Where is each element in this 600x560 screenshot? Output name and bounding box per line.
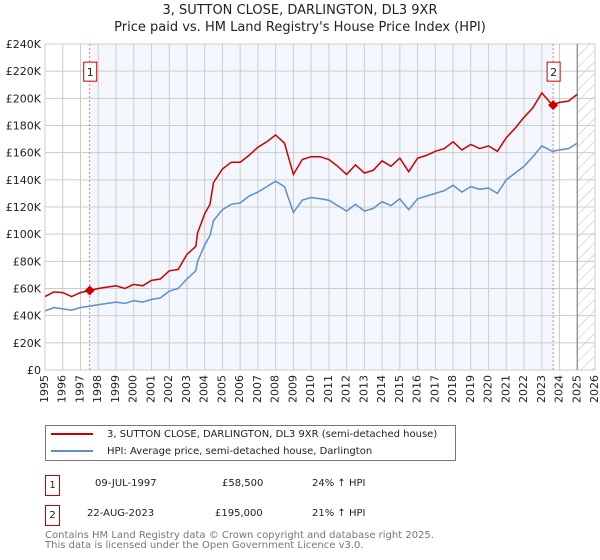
- x-tick-label: 1999: [109, 375, 122, 403]
- sale-number-badge: 2: [45, 505, 60, 526]
- x-tick-label: 2019: [464, 375, 477, 403]
- legend-item-property: 3, SUTTON CLOSE, DARLINGTON, DL3 9XR (se…: [46, 426, 437, 442]
- sale-row: 2 22-AUG-2023 £195,000 21% ↑ HPI: [45, 505, 495, 526]
- y-tick-label: £20K: [13, 337, 42, 350]
- y-tick-label: £40K: [13, 310, 42, 323]
- x-tick-label: 2005: [215, 375, 228, 403]
- x-tick-label: 2018: [446, 375, 459, 403]
- x-tick-label: 2026: [588, 375, 600, 403]
- x-tick-label: 2023: [535, 375, 548, 403]
- y-tick-label: £200K: [6, 92, 42, 105]
- x-tick-label: 2001: [144, 375, 157, 403]
- sale-number-badge: 1: [45, 475, 60, 496]
- sale-point: [548, 100, 559, 111]
- x-tick-label: 2014: [375, 375, 388, 403]
- y-tick-label: £60K: [13, 283, 42, 296]
- y-tick-label: £100K: [6, 228, 42, 241]
- sale-hpi-delta: 24% ↑ HPI: [312, 478, 366, 489]
- x-tick-label: 2012: [340, 375, 353, 403]
- sale-point: [84, 285, 95, 296]
- x-tick-label: 1996: [56, 375, 69, 403]
- chart-subtitle: Price paid vs. HM Land Registry's House …: [114, 20, 486, 35]
- x-tick-label: 2000: [127, 375, 140, 403]
- x-tick-label: 2007: [251, 375, 264, 403]
- y-tick-label: £140K: [6, 174, 42, 187]
- annotation-box: [83, 61, 98, 82]
- y-tick-label: £160K: [6, 147, 42, 160]
- y-tick-label: £0: [27, 364, 41, 377]
- x-tick-label: 2009: [286, 375, 299, 403]
- x-tick-label: 2015: [393, 375, 406, 403]
- annotation-label: 2: [550, 66, 557, 79]
- x-tick-label: 2008: [269, 375, 282, 403]
- legend-label: 3, SUTTON CLOSE, DARLINGTON, DL3 9XR (se…: [107, 428, 438, 440]
- x-tick-label: 2004: [198, 375, 211, 403]
- sale-price: £58,500: [222, 478, 264, 489]
- x-tick-label: 2002: [162, 375, 175, 403]
- x-tick-label: 2020: [482, 375, 495, 403]
- footer-copyright: Contains HM Land Registry data © Crown c…: [45, 530, 434, 541]
- sale-price: £195,000: [215, 508, 263, 519]
- footer: Contains HM Land Registry data © Crown c…: [45, 531, 434, 551]
- legend-swatch-red: [51, 433, 93, 435]
- y-tick-label: £120K: [6, 201, 42, 214]
- x-tick-label: 2024: [553, 375, 566, 403]
- y-tick-label: £180K: [6, 120, 42, 133]
- y-tick-label: £240K: [6, 38, 42, 51]
- footer-licence: This data is licensed under the Open Gov…: [45, 540, 364, 551]
- annotation-label: 1: [87, 66, 94, 79]
- plot-area: 1995 1996 1997 1998 1999 2000 2001 2002 2003 2004…: [6, 38, 600, 403]
- x-tick-label: 1998: [91, 375, 104, 403]
- property-price-line: [44, 91, 578, 298]
- x-tick-label: 2022: [517, 375, 530, 403]
- sale-hpi-delta: 21% ↑ HPI: [312, 508, 366, 519]
- x-tick-label: 2013: [357, 375, 370, 403]
- sale-date: 22-AUG-2023: [87, 508, 155, 519]
- x-tick-label: 2010: [304, 375, 317, 403]
- x-tick-label: 2017: [428, 375, 441, 403]
- x-tick-label: 2011: [322, 375, 335, 403]
- annotation-box: [546, 61, 561, 82]
- x-tick-label: 2003: [180, 375, 193, 403]
- x-tick-label: 2025: [570, 375, 583, 403]
- sale-date: 09-JUL-1997: [95, 478, 157, 489]
- y-tick-label: £220K: [6, 65, 42, 78]
- legend-item-hpi: HPI: Average price, semi-detached house,…: [46, 443, 372, 459]
- sale-row: 1 09-JUL-1997 £58,500 24% ↑ HPI: [45, 475, 495, 496]
- x-tick-label: 2016: [411, 375, 424, 403]
- chart-title: 3, SUTTON CLOSE, DARLINGTON, DL3 9XR: [162, 3, 438, 18]
- x-tick-label: 2021: [499, 375, 512, 403]
- x-tick-label: 1995: [38, 375, 51, 403]
- x-tick-label: 1997: [73, 375, 86, 403]
- x-tick-label: 2006: [233, 375, 246, 403]
- y-tick-label: £80K: [13, 255, 42, 268]
- legend-label: HPI: Average price, semi-detached house,…: [107, 445, 373, 457]
- legend-swatch-blue: [51, 450, 93, 452]
- hpi-line: [44, 142, 578, 312]
- legend: 3, SUTTON CLOSE, DARLINGTON, DL3 9XR (se…: [45, 425, 456, 461]
